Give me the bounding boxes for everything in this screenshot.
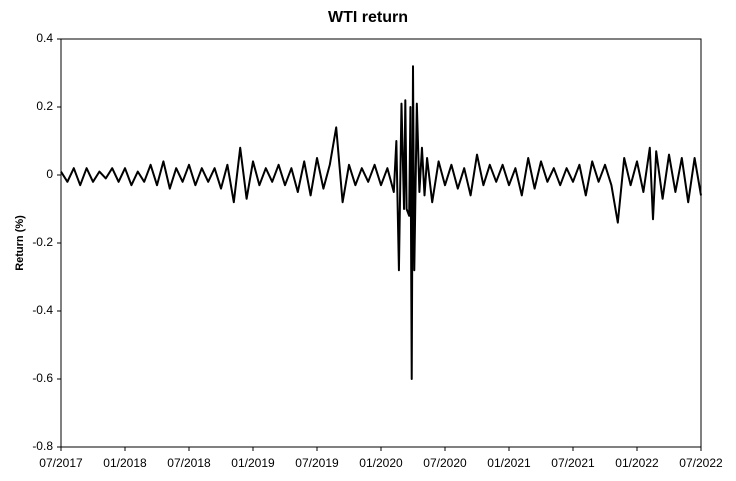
return-line bbox=[60, 65, 702, 380]
x-tick-label: 01/2020 bbox=[359, 456, 403, 470]
x-tick-label: 07/2020 bbox=[423, 456, 467, 470]
x-tick-label: 07/2018 bbox=[167, 456, 211, 470]
y-axis-label: Return (%) bbox=[14, 215, 26, 271]
x-tick-label: 07/2017 bbox=[39, 456, 83, 470]
x-tick-label: 01/2021 bbox=[487, 456, 531, 470]
x-tick-label: 07/2022 bbox=[679, 456, 723, 470]
x-tick-label: 01/2022 bbox=[615, 456, 659, 470]
x-tick-label: 01/2019 bbox=[231, 456, 275, 470]
y-tick-label: 0.2 bbox=[36, 99, 53, 113]
x-tick-label: 07/2021 bbox=[551, 456, 595, 470]
y-tick-label: -0.6 bbox=[32, 371, 53, 385]
plot-frame bbox=[60, 38, 702, 448]
x-tick-label: 01/2018 bbox=[103, 456, 147, 470]
chart-title: WTI return bbox=[328, 9, 408, 26]
y-tick-label: -0.4 bbox=[32, 303, 53, 317]
y-tick-label: -0.8 bbox=[32, 439, 53, 453]
y-tick-label: 0.4 bbox=[36, 31, 53, 45]
y-tick-label: -0.2 bbox=[32, 235, 53, 249]
y-tick-label: 0 bbox=[46, 167, 53, 181]
x-tick-label: 07/2019 bbox=[295, 456, 339, 470]
